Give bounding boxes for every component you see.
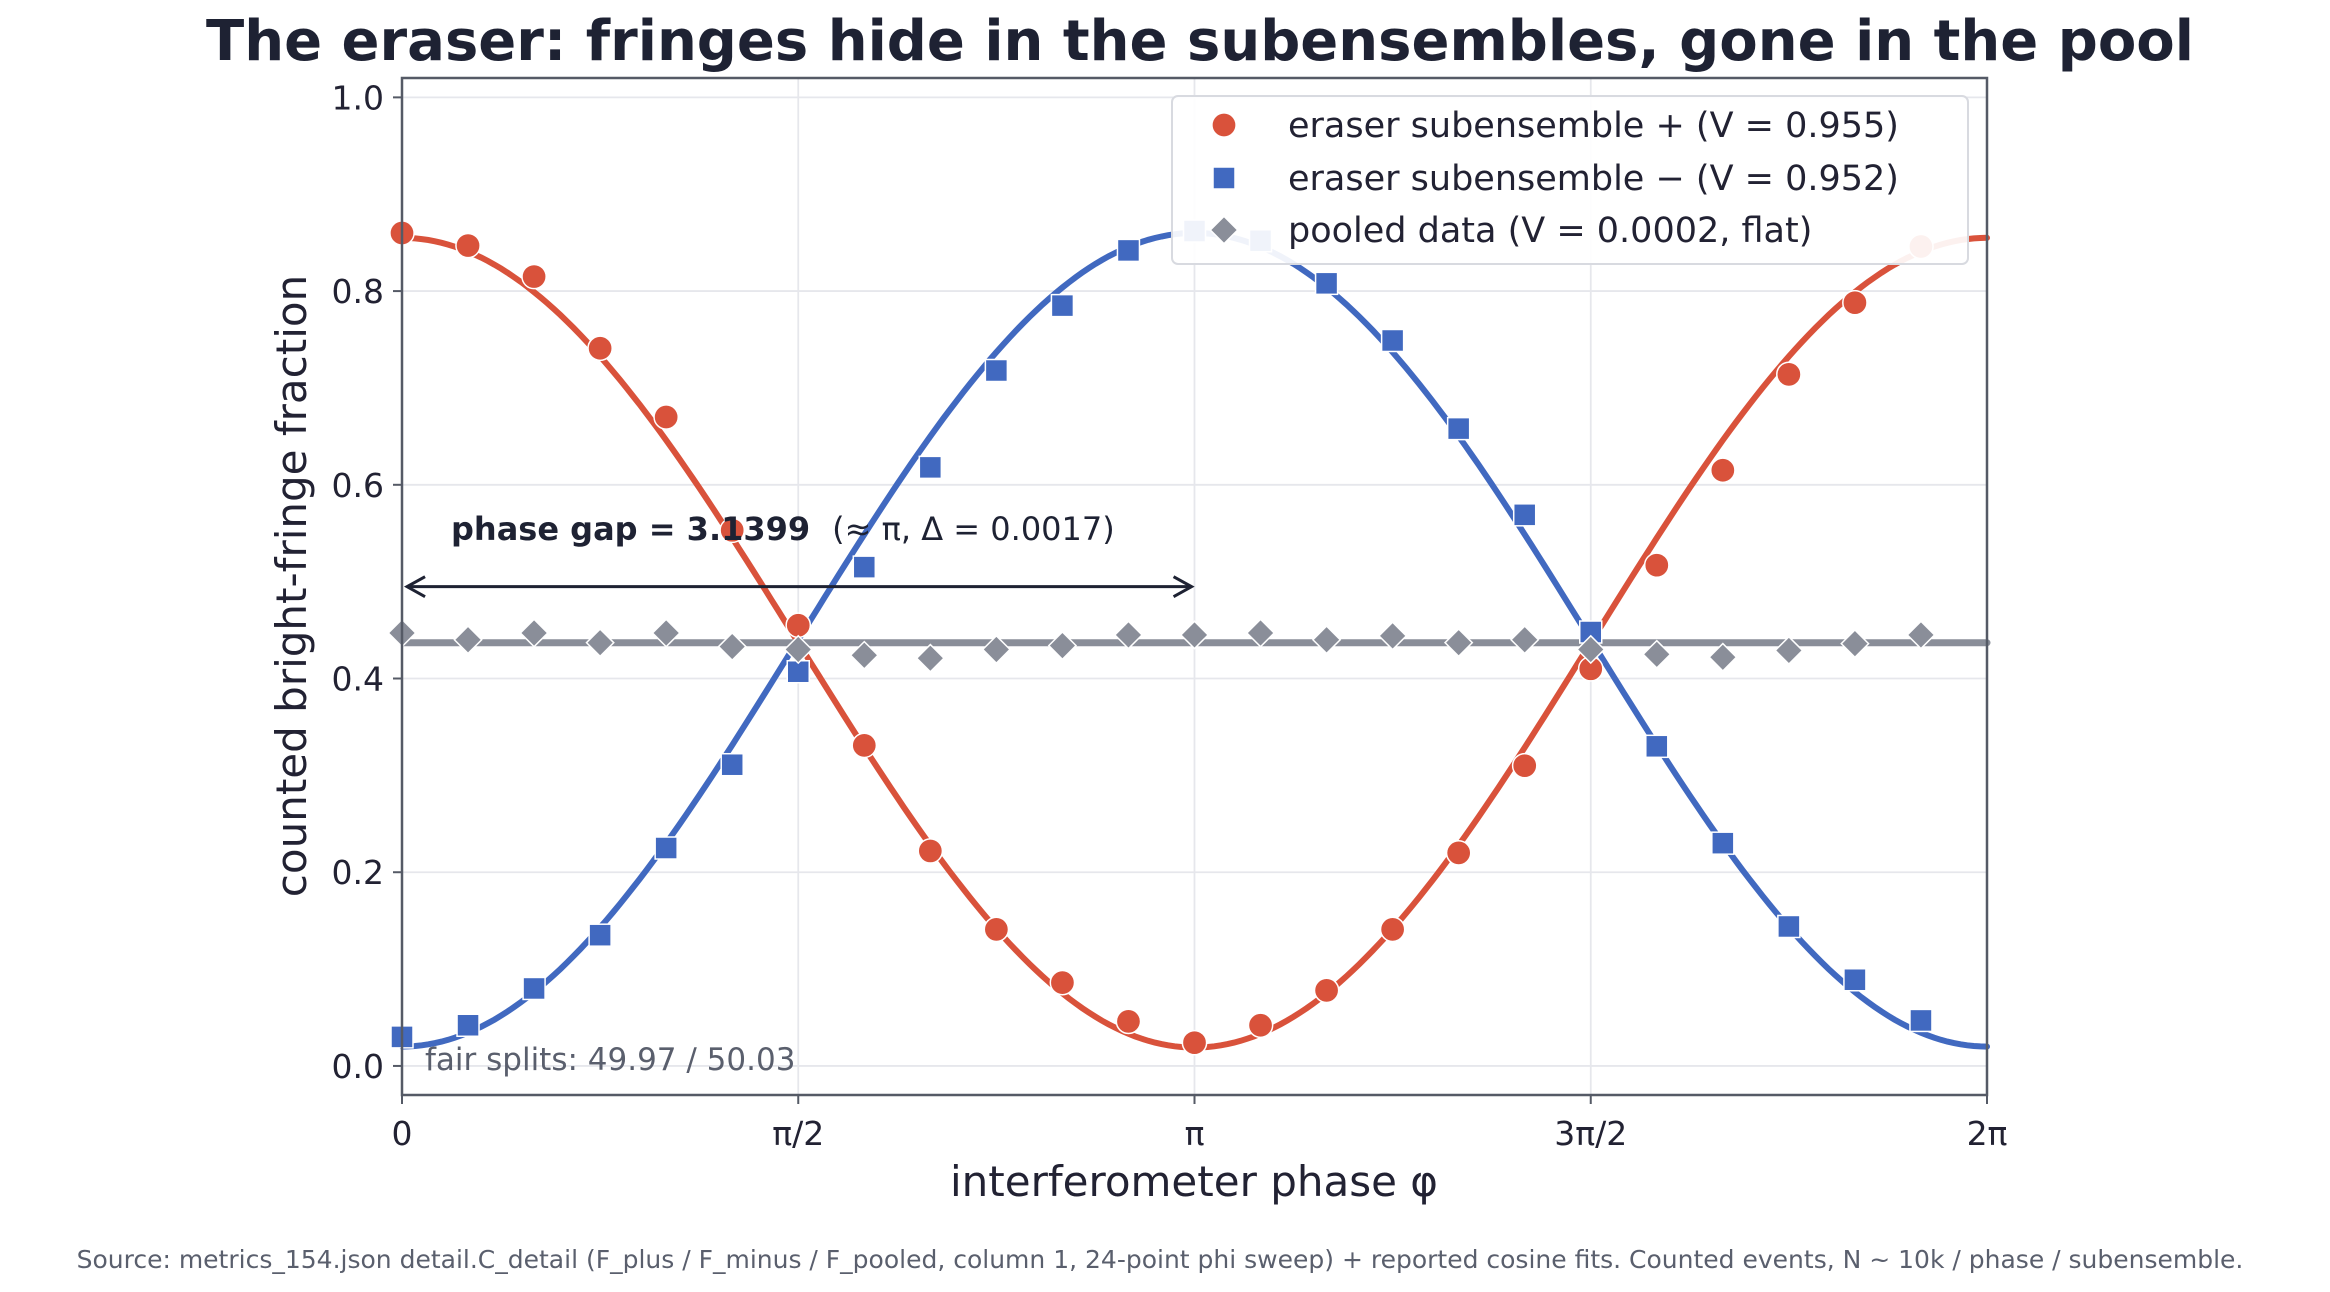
series-2-point-12: [1179, 620, 1210, 650]
legend: eraser subensemble + (V = 0.955) eraser s…: [1171, 95, 1969, 265]
series-2-point-6: [783, 634, 813, 665]
series-1-point-5: [720, 752, 744, 777]
y-tick-label-4: 0.8: [332, 272, 384, 311]
series-2-point-9: [981, 634, 1012, 665]
series-2-point-2: [519, 618, 549, 648]
x-axis-label: interferometer phase φ: [950, 1157, 1438, 1206]
y-tick-label-0: 0.0: [332, 1047, 384, 1086]
series-0-point-20: [1709, 457, 1736, 484]
series-1-point-21: [1777, 914, 1801, 939]
series-0-point-12: [1181, 1029, 1208, 1056]
series-2-point-4: [651, 618, 681, 648]
series-1-point-15: [1380, 328, 1405, 353]
series-2-point-22: [1840, 628, 1870, 659]
series-0-point-14: [1313, 977, 1340, 1004]
series-1-point-22: [1843, 967, 1867, 992]
series-0-point-16: [1445, 840, 1472, 866]
series-2-point-3: [585, 627, 615, 658]
series-0-point-13: [1247, 1012, 1274, 1039]
fair-splits-note: fair splits: 49.97 / 50.03: [425, 1042, 795, 1078]
series-0-point-9: [983, 916, 1010, 943]
source-note: Source: metrics_154.json detail.C_detail…: [77, 1245, 2244, 1274]
chart-title: The eraser: fringes hide in the subensem…: [206, 9, 2194, 74]
phase-gap-value: phase gap = 3.1399: [451, 510, 810, 548]
series-2-point-14: [1311, 625, 1342, 655]
series-1-point-11: [1116, 238, 1141, 263]
phase-gap-detail: (≈ π, Δ = 0.0017): [832, 510, 1115, 548]
series-0-point-17: [1511, 752, 1538, 779]
legend-marker-1: [1212, 166, 1236, 190]
series-0-point-10: [1049, 969, 1076, 996]
y-axis-label: counted bright-fringe fraction: [267, 275, 316, 897]
series-2-point-7: [849, 640, 879, 670]
y-tick-label-2: 0.4: [332, 660, 384, 699]
series-1-point-9: [984, 358, 1009, 383]
series-0-point-11: [1115, 1008, 1142, 1035]
series-1-point-3: [588, 923, 612, 947]
series-0-point-22: [1842, 289, 1868, 316]
series-0-point-6: [785, 612, 812, 639]
x-tick-label-0: 0: [392, 1114, 413, 1153]
x-tick-label-2: π: [1185, 1114, 1205, 1153]
series-0-point-1: [455, 232, 481, 259]
y-tick-label-5: 1.0: [332, 78, 384, 117]
y-tick-label-1: 0.2: [332, 853, 384, 892]
series-0-point-21: [1776, 361, 1802, 388]
series-2-point-20: [1708, 642, 1738, 672]
data-points: [387, 219, 1936, 1056]
series-2-point-8: [915, 643, 946, 673]
series-1-point-16: [1446, 416, 1471, 441]
series-0-point-19: [1643, 552, 1670, 579]
series-2-point-19: [1642, 639, 1672, 670]
phase-gap-arrow-left-head: [403, 575, 426, 598]
axis-ticks: 0 π/2 π 3π/2 2π 0.0 0.2 0.4 0.6 0.8 1.0: [332, 78, 2008, 1153]
legend-label-2: pooled data (V = 0.0002, flat): [1288, 211, 1812, 251]
phase-gap-annotation: phase gap = 3.1399 (≈ π, Δ = 0.0017): [403, 510, 1195, 598]
series-1-point-10: [1050, 293, 1075, 318]
series-0-point-5: [719, 517, 746, 544]
series-2-point-1: [453, 625, 483, 655]
series-1-point-1: [456, 1013, 480, 1038]
legend-marker-0: [1211, 112, 1237, 138]
series-1-point-2: [522, 976, 546, 1001]
x-tick-label-3: 3π/2: [1554, 1114, 1627, 1153]
legend-box: [1171, 95, 1969, 265]
series-0-point-4: [653, 404, 680, 430]
series-2-point-21: [1774, 635, 1804, 666]
series-0-point-15: [1379, 916, 1406, 943]
series-2-point-10: [1047, 630, 1078, 661]
phase-gap-label: phase gap = 3.1399 (≈ π, Δ = 0.0017): [451, 510, 1115, 548]
series-2-point-23: [1906, 620, 1936, 650]
x-tick-label-4: 2π: [1967, 1114, 2008, 1153]
phase-gap-arrow-right-head: [1172, 575, 1195, 598]
series-2-point-16: [1443, 627, 1474, 658]
legend-label-0: eraser subensemble + (V = 0.955): [1288, 106, 1899, 146]
series-2-point-15: [1377, 621, 1408, 651]
series-0-point-8: [917, 838, 944, 864]
series-2-point-5: [717, 631, 747, 662]
series-1-point-7: [852, 555, 877, 579]
series-1-point-19: [1645, 734, 1669, 759]
x-tick-label-1: π/2: [772, 1114, 824, 1153]
series-2-point-17: [1510, 625, 1540, 655]
series-1-point-4: [654, 836, 678, 860]
legend-label-1: eraser subensemble − (V = 0.952): [1288, 159, 1899, 199]
series-0-point-7: [851, 732, 878, 759]
series-0-point-3: [587, 335, 613, 362]
series-1-point-20: [1711, 831, 1735, 855]
y-tick-label-3: 0.6: [332, 466, 384, 505]
series-2-point-11: [1113, 620, 1144, 650]
series-1-point-14: [1314, 271, 1339, 296]
series-2-point-18: [1576, 634, 1606, 665]
series-2-point-13: [1245, 618, 1276, 648]
series-0-point-2: [521, 263, 547, 290]
series-1-point-17: [1512, 503, 1537, 527]
series-1-point-8: [918, 455, 943, 480]
series-1-point-23: [1909, 1008, 1933, 1033]
legend-marker-2: [1209, 215, 1239, 245]
